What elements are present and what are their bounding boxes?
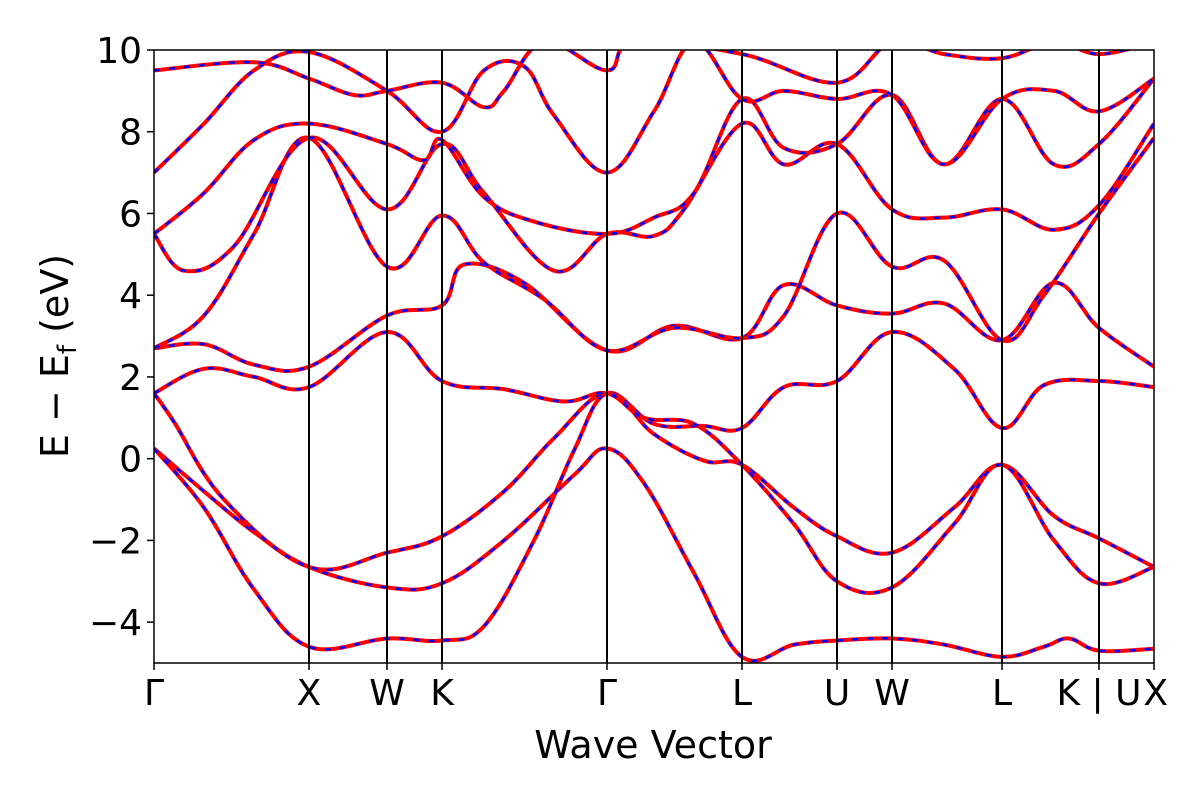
y-axis-title-subscript: f	[53, 344, 83, 354]
band-line-a-4	[154, 261, 1154, 373]
y-ticks: −4 −2 0 2 4 6 8 10	[89, 31, 154, 644]
y-tick-label-3: 2	[119, 358, 142, 399]
band-line-b-8	[154, 50, 1154, 174]
band-line-b-4	[154, 262, 1154, 373]
band-line-a-8	[154, 50, 1154, 175]
x-tick-label-7: W	[874, 673, 910, 714]
y-axis-title: E − Ef (eV)	[33, 254, 83, 458]
y-tick-label-5: 6	[119, 194, 142, 235]
band-line-b-6	[154, 121, 1154, 273]
x-tick-label-6: U	[824, 673, 850, 714]
y-tick-label-1: −2	[89, 521, 142, 562]
band-line-a-3	[154, 329, 1154, 595]
x-tick-label-0: Γ	[144, 673, 164, 714]
y-tick-label-4: 4	[119, 276, 142, 317]
band-line-b-0	[154, 447, 1154, 663]
band-line-a-6	[154, 120, 1154, 274]
x-tick-label-8: L	[992, 673, 1012, 714]
band-line-b-7	[154, 77, 1154, 236]
x-tick-label-4: Γ	[597, 673, 617, 714]
y-axis-title-main: E − E	[33, 354, 77, 458]
x-tick-label-9: K | U	[1057, 673, 1142, 714]
y-tick-label-6: 8	[119, 113, 142, 154]
band-line-b-5	[154, 136, 1154, 353]
plot-frame	[153, 49, 1155, 664]
y-axis-title-unit: (eV)	[33, 254, 77, 345]
y-tick-label-0: −4	[89, 603, 142, 644]
band-line-a-1	[154, 329, 1154, 652]
x-axis-title: Wave Vector	[534, 723, 772, 767]
band-line-b-3	[154, 330, 1154, 595]
x-tick-label-5: L	[732, 673, 752, 714]
x-tick-label-1: X	[297, 673, 322, 714]
k-point-lines	[308, 50, 1100, 663]
x-tick-label-2: W	[369, 673, 405, 714]
band-line-a-5	[154, 135, 1154, 354]
band-line-b-9	[154, 50, 1130, 109]
y-tick-label-2: 0	[119, 440, 142, 481]
band-line-b-2	[154, 392, 1154, 571]
bands-layer	[154, 50, 1154, 663]
x-tick-label-3: K	[430, 673, 455, 714]
y-tick-label-7: 10	[96, 31, 142, 72]
band-line-a-0	[154, 446, 1154, 663]
band-line-b-1	[154, 330, 1154, 651]
x-tick-label-10: X	[1143, 673, 1168, 714]
